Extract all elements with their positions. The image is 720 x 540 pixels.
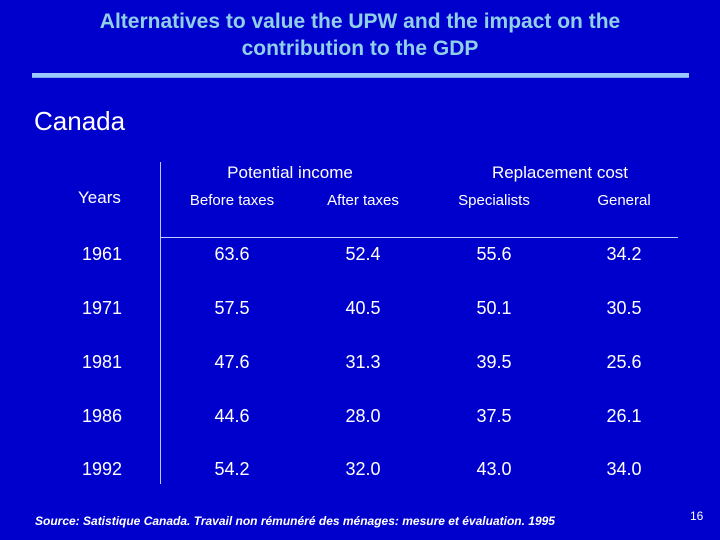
- cell-after-taxes: 32.0: [345, 459, 381, 479]
- cell-specialists: 43.0: [476, 459, 512, 479]
- cell-specialists: 50.1: [476, 298, 512, 318]
- page-number: 16: [690, 509, 704, 523]
- header-after-taxes: After taxes: [327, 192, 399, 209]
- cell-year: 1981: [82, 352, 123, 372]
- table-row: 1986 44.6 28.0 37.5 26.1: [0, 406, 720, 430]
- table-row: 1981 47.6 31.3 39.5 25.6: [0, 352, 720, 376]
- table-row: 1961 63.6 52.4 55.6 34.2: [0, 244, 720, 268]
- header-potential-income: Potential income: [227, 163, 353, 182]
- table-header-rule: [160, 237, 678, 238]
- cell-after-taxes: 40.5: [345, 298, 381, 318]
- table-row: 1992 54.2 32.0 43.0 34.0: [0, 459, 720, 483]
- cell-year: 1971: [82, 298, 123, 318]
- cell-general: 34.2: [606, 244, 642, 264]
- cell-year: 1992: [82, 459, 123, 479]
- cell-after-taxes: 28.0: [345, 406, 381, 426]
- cell-before-taxes: 44.6: [214, 406, 250, 426]
- header-general: General: [597, 192, 651, 209]
- cell-general: 25.6: [606, 352, 642, 372]
- cell-year: 1986: [82, 406, 123, 426]
- slide-title: Alternatives to value the UPW and the im…: [0, 8, 720, 62]
- cell-after-taxes: 52.4: [345, 244, 381, 264]
- header-before-taxes: Before taxes: [189, 192, 275, 209]
- cell-after-taxes: 31.3: [345, 352, 381, 372]
- header-replacement-cost: Replacement cost: [491, 163, 629, 182]
- source-note: Source: Satistique Canada. Travail non r…: [35, 514, 555, 528]
- table-row: 1971 57.5 40.5 50.1 30.5: [0, 298, 720, 322]
- cell-specialists: 37.5: [476, 406, 512, 426]
- table-vertical-rule: [160, 162, 161, 484]
- cell-before-taxes: 57.5: [214, 298, 250, 318]
- cell-specialists: 39.5: [476, 352, 512, 372]
- header-specialists: Specialists: [458, 192, 530, 209]
- cell-general: 26.1: [606, 406, 642, 426]
- cell-before-taxes: 54.2: [214, 459, 250, 479]
- cell-general: 30.5: [606, 298, 642, 318]
- country-label: Canada: [34, 106, 126, 136]
- cell-specialists: 55.6: [476, 244, 512, 264]
- cell-before-taxes: 47.6: [214, 352, 250, 372]
- cell-before-taxes: 63.6: [214, 244, 250, 264]
- cell-general: 34.0: [606, 459, 642, 479]
- title-line-2: contribution to the GDP: [241, 37, 479, 60]
- title-divider: [32, 73, 689, 78]
- header-years: Years: [78, 188, 121, 207]
- title-line-1: Alternatives to value the UPW and the im…: [99, 10, 621, 33]
- cell-year: 1961: [82, 244, 123, 264]
